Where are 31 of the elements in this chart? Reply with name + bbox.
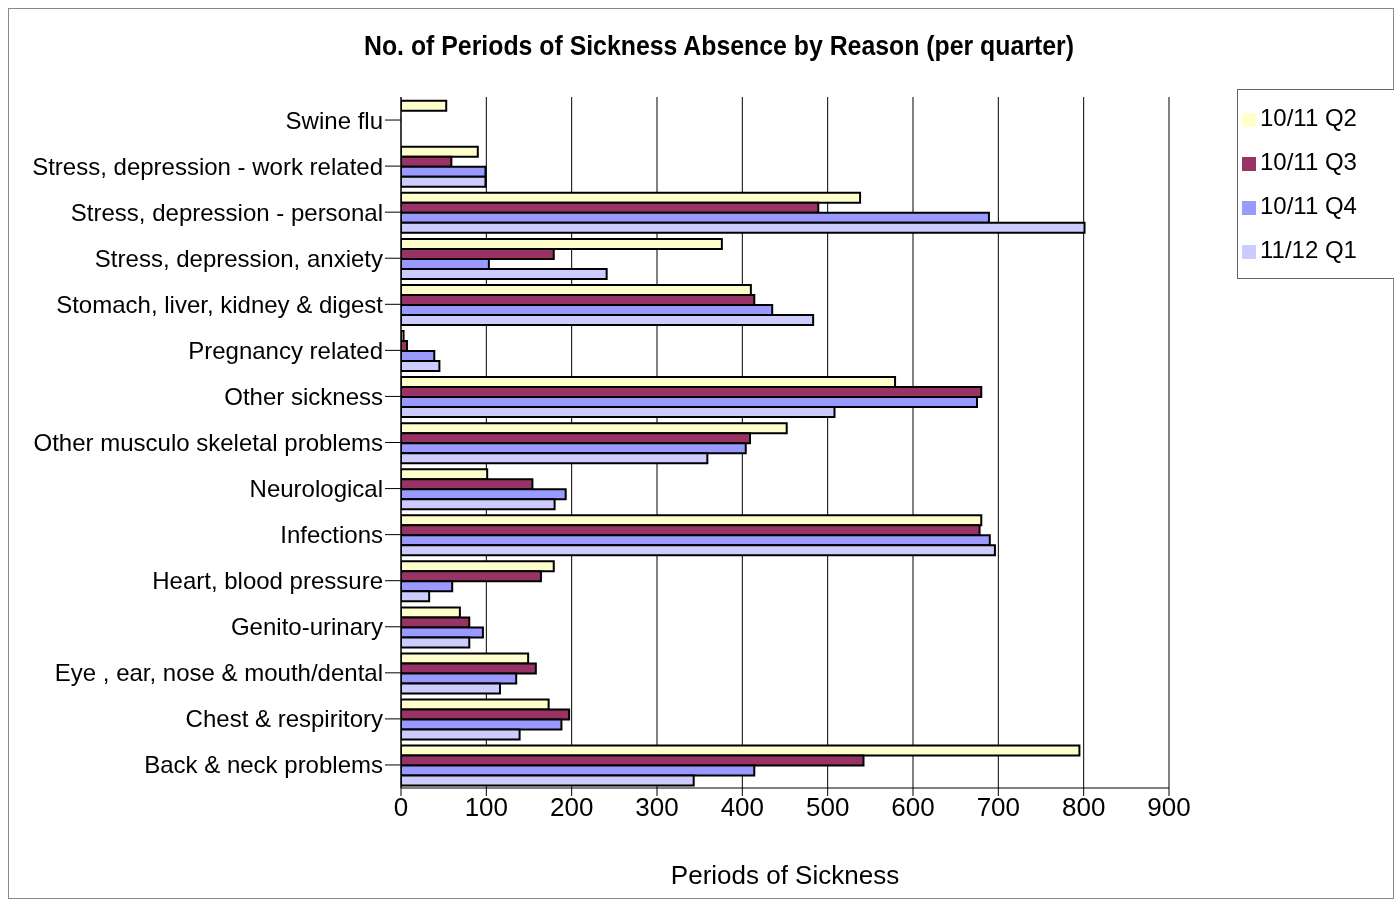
x-tick-label: 800 <box>1061 792 1106 823</box>
chart-title: No. of Periods of Sickness Absence by Reason (per quarter) <box>363 31 1075 62</box>
y-tick-label: Stress, depression, anxiety <box>94 244 383 272</box>
legend-label: 10/11 Q4 <box>1260 192 1357 219</box>
y-tick-label: Infections <box>280 521 383 549</box>
y-tick-label: Other sickness <box>224 382 383 410</box>
y-tick-label: Stress, depression - personal <box>70 198 383 226</box>
x-tick-label: 700 <box>976 792 1021 823</box>
legend-label: 11/12 Q1 <box>1260 236 1357 263</box>
y-tick-label: Genito-urinary <box>230 613 383 641</box>
x-tick-label: 0 <box>393 792 409 823</box>
x-tick-label: 900 <box>1147 792 1191 823</box>
legend-label: 10/11 Q3 <box>1260 148 1357 175</box>
y-tick-label: Swine flu <box>285 106 383 134</box>
x-tick-label: 500 <box>805 792 850 823</box>
x-tick-label: 200 <box>549 792 594 823</box>
x-axis-title: Periods of Sickness <box>670 860 900 890</box>
x-tick-label: 600 <box>891 792 935 823</box>
x-tick-label: 300 <box>635 792 679 823</box>
y-tick-label: Back & neck problems <box>144 751 383 779</box>
legend-label: 10/11 Q2 <box>1260 104 1357 131</box>
y-tick-label: Eye , ear, nose & mouth/dental <box>54 659 383 687</box>
y-tick-label: Neurological <box>249 475 383 503</box>
y-tick-label: Chest & respiritory <box>185 705 383 733</box>
x-tick-label: 100 <box>464 792 509 823</box>
y-tick-label: Stomach, liver, kidney & digest <box>56 290 384 318</box>
y-tick-label: Pregnancy related <box>188 336 383 364</box>
y-tick-label: Stress, depression - work related <box>32 152 383 180</box>
y-tick-label: Other musculo skeletal problems <box>33 429 383 457</box>
y-tick-label: Heart, blood pressure <box>152 567 383 595</box>
x-tick-label: 400 <box>720 792 765 823</box>
